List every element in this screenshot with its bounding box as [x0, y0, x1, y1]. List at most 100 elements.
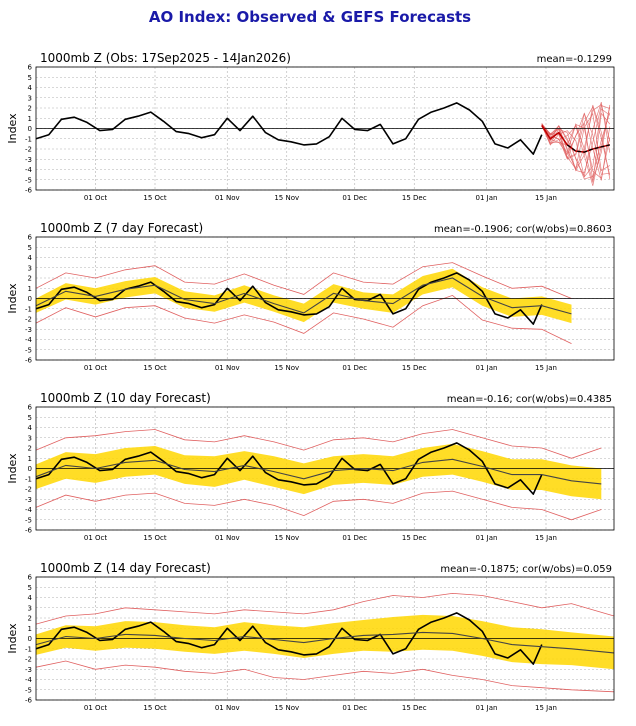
y-tick-label: 6 [28, 404, 33, 412]
y-tick-label: 3 [28, 94, 32, 102]
y-tick-label: 4 [28, 84, 33, 92]
plot-frame [35, 576, 615, 701]
x-tick-label: 15 Jan [535, 364, 557, 372]
ens-mean-line [35, 277, 572, 315]
x-tick-label: 01 Oct [84, 194, 107, 202]
y-tick-label: -4 [25, 506, 33, 514]
y-tick-label: -4 [25, 336, 33, 344]
y-axis-label: Index [6, 453, 19, 484]
y-tick-label: -1 [25, 305, 32, 313]
x-tick-label: 01 Nov [215, 364, 240, 372]
panel-stat: mean=-0.16; cor(w/obs)=0.4385 [447, 394, 612, 405]
x-tick-label: 01 Dec [342, 534, 367, 542]
y-tick-label: 0 [28, 295, 32, 303]
members-min-line [35, 490, 602, 521]
ensemble-member-line [541, 107, 611, 186]
forecast-dashed-mean [566, 144, 610, 153]
y-tick-label: 2 [28, 275, 32, 283]
y-tick-label: -3 [25, 326, 32, 334]
forecast-spread-band [36, 443, 602, 500]
y-tick-label: -2 [25, 316, 32, 324]
y-tick-label: -2 [25, 486, 32, 494]
forecast-spread-band [36, 268, 572, 324]
observed-line [35, 442, 543, 495]
x-tick-label: 01 Oct [84, 704, 107, 712]
y-tick-label: -5 [25, 516, 32, 524]
y-tick-label: 1 [28, 455, 32, 463]
y-tick-label: 2 [28, 105, 32, 113]
panel-title: 1000mb Z (7 day Forecast) [40, 221, 203, 235]
x-tick-label: 01 Jan [476, 534, 498, 542]
panel-2: -6 -5 -4 -3 -2 -1 0 1 2 3 4 5 6 01 Oct 15 Oct 01 Nov 15 … [6, 221, 615, 372]
x-tick-label: 01 Oct [84, 534, 107, 542]
y-tick-label: -5 [25, 346, 32, 354]
x-tick-label: 15 Oct [143, 704, 166, 712]
y-tick-label: -4 [25, 166, 33, 174]
y-tick-label: -5 [25, 686, 32, 694]
x-tick-label: 15 Nov [274, 534, 299, 542]
y-tick-label: -2 [25, 656, 32, 664]
panel-stat: mean=-0.1906; cor(w/obs)=0.8603 [434, 224, 612, 235]
panel-3: -6 -5 -4 -3 -2 -1 0 1 2 3 4 5 6 01 Oct 15 Oct 01 Nov 15 … [6, 391, 615, 542]
y-tick-label: -1 [25, 645, 32, 653]
x-tick-label: 01 Dec [342, 364, 367, 372]
ensemble-member-line [541, 113, 611, 181]
x-tick-label: 01 Dec [342, 704, 367, 712]
observed-line [35, 272, 543, 325]
ensemble-member-line [541, 108, 611, 178]
y-tick-label: -2 [25, 146, 32, 154]
y-tick-label: 4 [28, 424, 33, 432]
y-tick-label: 4 [28, 594, 33, 602]
y-tick-label: -6 [25, 697, 33, 705]
x-tick-label: 15 Jan [535, 534, 557, 542]
x-tick-label: 15 Dec [402, 704, 427, 712]
y-tick-label: 3 [28, 434, 32, 442]
panel-title: 1000mb Z (10 day Forecast) [40, 391, 211, 405]
y-tick-label: 0 [28, 635, 32, 643]
ensemble-member-line [541, 105, 610, 174]
ensemble-member-line [541, 101, 611, 178]
members-min-line [35, 660, 615, 693]
members-max-line [35, 429, 602, 459]
members-max-line [35, 592, 615, 625]
y-tick-label: -5 [25, 176, 32, 184]
x-tick-label: 01 Nov [215, 704, 240, 712]
y-tick-label: -6 [25, 357, 33, 365]
y-tick-label: -6 [25, 187, 33, 195]
y-tick-label: 4 [28, 254, 33, 262]
y-tick-label: 0 [28, 125, 32, 133]
ens-mean-line [35, 631, 615, 654]
y-tick-label: 5 [28, 414, 32, 422]
x-tick-label: 15 Oct [143, 364, 166, 372]
y-tick-label: -3 [25, 666, 32, 674]
members-min-line [35, 294, 572, 344]
y-axis-label: Index [6, 623, 19, 654]
members-max-line [35, 262, 572, 299]
plot-frame [35, 236, 615, 361]
panel-4: -6 -5 -4 -3 -2 -1 0 1 2 3 4 5 6 01 Oct 15 Oct 01 Nov 15 … [6, 561, 615, 712]
y-tick-label: 1 [28, 625, 32, 633]
x-tick-label: 15 Nov [274, 194, 299, 202]
y-tick-label: 6 [28, 574, 33, 582]
x-tick-label: 01 Nov [215, 194, 240, 202]
x-tick-label: 15 Oct [143, 534, 166, 542]
plot-frame [35, 406, 615, 531]
x-tick-label: 01 Jan [476, 194, 498, 202]
y-tick-label: 1 [28, 285, 32, 293]
y-tick-label: 1 [28, 115, 32, 123]
x-tick-label: 15 Nov [274, 364, 299, 372]
y-tick-label: 6 [28, 234, 33, 242]
y-tick-label: 0 [28, 465, 32, 473]
x-tick-label: 01 Oct [84, 364, 107, 372]
y-tick-label: -3 [25, 156, 32, 164]
x-tick-label: 01 Dec [342, 194, 367, 202]
ensemble-member-line [541, 104, 611, 181]
y-tick-label: 5 [28, 244, 32, 252]
panel-stat: mean=-0.1875; cor(w/obs)=0.059 [440, 564, 612, 575]
plot-frame [35, 66, 615, 191]
observed-line [35, 102, 543, 155]
y-axis-label: Index [6, 113, 19, 144]
y-tick-label: 5 [28, 584, 32, 592]
observed-line [35, 612, 543, 665]
